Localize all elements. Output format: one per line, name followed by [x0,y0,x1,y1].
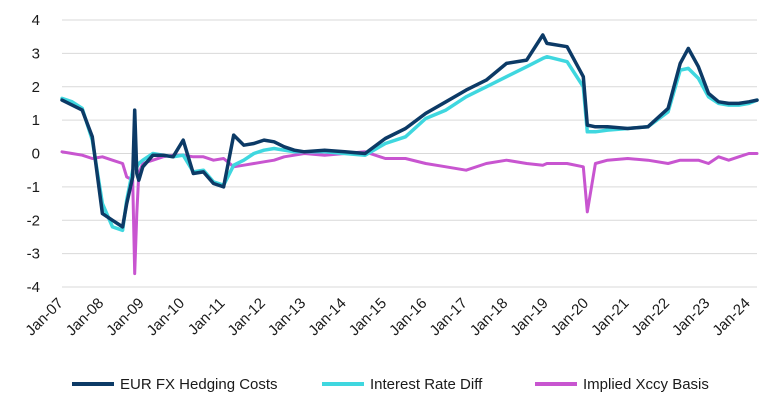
x-tick-label: Jan-12 [224,295,268,339]
series-lines [60,33,759,276]
x-tick-label: Jan-17 [426,295,470,339]
y-tick-label: -4 [27,279,40,296]
legend-label-1: Interest Rate Diff [370,376,483,393]
x-axis: Jan-07Jan-08Jan-09Jan-10Jan-11Jan-12Jan-… [22,295,753,339]
x-tick-label: Jan-07 [22,295,66,339]
x-tick-label: Jan-15 [346,295,390,339]
x-tick-label: Jan-11 [185,295,229,339]
y-tick-label: 2 [32,79,40,96]
y-tick-label: -3 [27,246,40,263]
y-tick-label: 0 [32,146,40,163]
legend: EUR FX Hedging Costs Interest Rate Diff Im… [72,376,709,393]
y-axis: 4 3 2 1 0 -1 -2 -3 -4 [27,12,40,296]
x-tick-label: Jan-10 [144,295,188,339]
y-tick-label: -1 [27,179,40,196]
x-tick-label: Jan-19 [507,295,551,339]
x-tick-label: Jan-13 [265,295,309,339]
legend-label-2: Implied Xccy Basis [583,376,709,393]
x-tick-label: Jan-24 [709,295,753,339]
x-tick-label: Jan-14 [305,295,349,339]
y-tick-label: 3 [32,45,40,62]
y-tick-label: 1 [32,112,40,129]
gridlines [62,19,757,288]
x-tick-label: Jan-20 [548,295,592,339]
x-tick-label: Jan-22 [628,295,672,339]
x-tick-label: Jan-08 [63,295,107,339]
series-line-2 [60,150,759,276]
y-tick-label: -2 [27,212,40,229]
series-line-0 [60,33,759,229]
x-tick-label: Jan-09 [103,295,147,339]
x-tick-label: Jan-21 [588,295,632,339]
y-tick-label: 4 [32,12,40,29]
x-tick-label: Jan-18 [467,295,511,339]
x-tick-label: Jan-23 [669,295,713,339]
series-line-1 [60,54,759,233]
x-tick-label: Jan-16 [386,295,430,339]
legend-label-0: EUR FX Hedging Costs [120,376,278,393]
